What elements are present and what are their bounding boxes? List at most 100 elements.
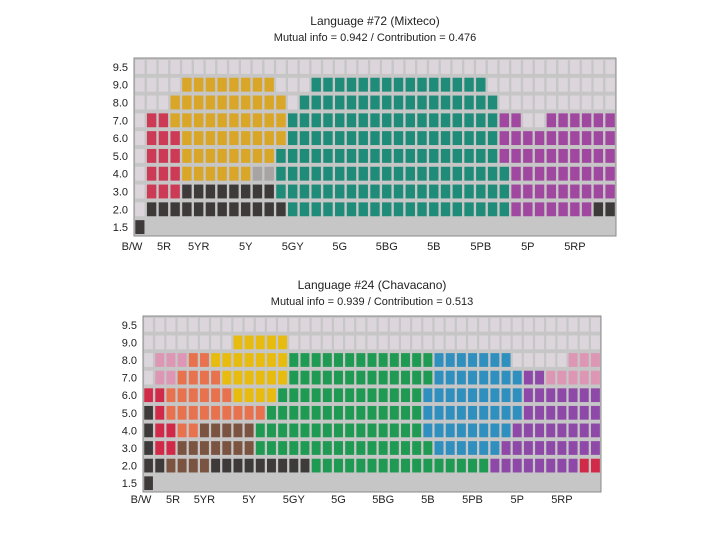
cell-green xyxy=(335,166,345,181)
cell-brown xyxy=(233,423,243,438)
cell-pink xyxy=(557,370,567,385)
cell-black xyxy=(170,202,180,217)
cell-white xyxy=(511,59,521,74)
cell-white xyxy=(311,335,321,350)
cell-purple xyxy=(568,441,578,455)
cell-purple xyxy=(523,202,533,217)
cell-purple xyxy=(546,166,557,181)
x-tick-label: 5PB xyxy=(462,494,483,506)
cell-green xyxy=(401,370,410,385)
cell-green xyxy=(370,77,380,92)
cell-white xyxy=(346,59,357,74)
cell-white xyxy=(487,59,498,74)
cell-green xyxy=(452,77,462,92)
cell-green xyxy=(393,184,404,199)
cell-green xyxy=(423,370,433,385)
cell-yellow xyxy=(252,131,263,146)
cell-green xyxy=(452,113,462,128)
cell-green xyxy=(356,353,366,367)
cell-white xyxy=(252,59,263,74)
cell-green xyxy=(356,423,366,438)
cell-green xyxy=(412,441,422,455)
cell-white xyxy=(479,335,489,350)
cell-orange xyxy=(199,405,209,420)
cell-purple xyxy=(605,166,615,181)
cell-white xyxy=(233,317,243,332)
cell-white xyxy=(323,59,333,74)
cell-orange xyxy=(177,388,187,403)
cell-white xyxy=(512,353,522,367)
cell-white xyxy=(590,317,600,332)
cell-yellow xyxy=(205,113,216,128)
x-tick-label: 5P xyxy=(510,494,523,506)
cell-white xyxy=(276,59,286,74)
cell-green xyxy=(393,148,404,163)
cell-white xyxy=(417,59,427,74)
cell-purple xyxy=(546,388,556,403)
cell-green xyxy=(423,458,433,473)
cell-white xyxy=(211,317,221,332)
cell-yellow xyxy=(217,113,227,128)
cell-green xyxy=(311,131,321,146)
cell-green xyxy=(346,77,357,92)
y-tick-label: 6.0 xyxy=(113,133,128,145)
cell-black xyxy=(222,458,232,473)
cell-purple xyxy=(511,202,521,217)
cell-green xyxy=(479,458,489,473)
cell-white xyxy=(593,59,604,74)
cell-white xyxy=(278,317,288,332)
cell-white xyxy=(288,77,298,92)
cell-blue xyxy=(468,441,478,455)
cell-purple xyxy=(534,148,545,163)
cell-purple xyxy=(605,113,615,128)
cell-green xyxy=(487,95,498,110)
cell-green xyxy=(335,77,345,92)
cell-green xyxy=(311,458,321,473)
cell-green xyxy=(429,113,439,128)
cell-white xyxy=(490,335,500,350)
cell-green xyxy=(311,405,321,420)
cell-green xyxy=(429,77,439,92)
cell-green xyxy=(367,405,377,420)
cell-yellow xyxy=(276,95,286,110)
cell-grey xyxy=(264,166,274,181)
cell-black xyxy=(264,202,274,217)
cell-purple xyxy=(557,405,567,420)
y-tick-label: 4.0 xyxy=(113,169,128,181)
cell-white xyxy=(240,59,251,74)
cell-yellow xyxy=(267,335,276,350)
cell-purple xyxy=(523,388,533,403)
cell-pink xyxy=(177,353,187,367)
cell-yellow xyxy=(267,353,276,367)
cell-green xyxy=(311,370,321,385)
cell-blue xyxy=(468,405,478,420)
cell-black xyxy=(135,220,145,235)
cell-green xyxy=(335,184,345,199)
chart-subtitle: Mutual info = 0.942 / Contribution = 0.4… xyxy=(274,32,476,44)
cell-black xyxy=(144,423,153,438)
cell-blue xyxy=(490,353,500,367)
cell-red xyxy=(590,458,600,473)
cell-white xyxy=(367,335,377,350)
cell-yellow xyxy=(255,370,265,385)
cell-white xyxy=(299,77,310,92)
cell-green xyxy=(389,370,399,385)
cell-yellow xyxy=(240,166,251,181)
cell-white xyxy=(534,95,545,110)
cell-red xyxy=(158,113,169,128)
cell-blue xyxy=(434,405,444,420)
cell-white xyxy=(188,335,198,350)
cell-green xyxy=(452,131,462,146)
cell-purple xyxy=(605,148,615,163)
cell-yellow xyxy=(264,148,274,163)
cell-green xyxy=(255,441,265,455)
cell-pink xyxy=(155,353,165,367)
cell-green xyxy=(405,166,415,181)
cell-green xyxy=(358,202,368,217)
cell-black xyxy=(158,202,169,217)
cell-white xyxy=(334,317,343,332)
cell-yellow xyxy=(205,95,216,110)
cell-green xyxy=(382,202,392,217)
cell-green xyxy=(358,113,368,128)
